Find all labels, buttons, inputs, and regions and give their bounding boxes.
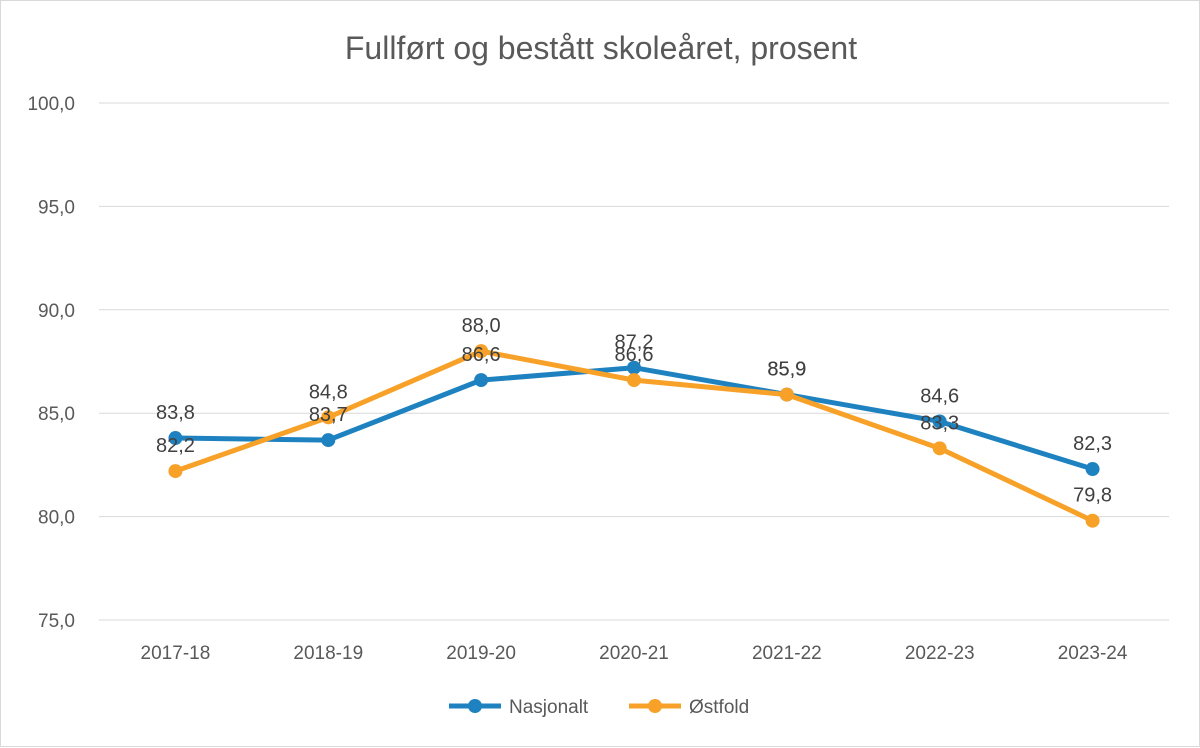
data-label: 83,7 [309,404,348,426]
data-point [474,344,489,359]
data-label: 87,2 [615,332,654,354]
data-label: 85,9 [767,359,806,381]
series-ostfold [168,344,1100,528]
data-label: 82,2 [156,435,195,457]
x-tick-label: 2021-22 [752,643,822,664]
legend-label: Nasjonalt [509,697,589,718]
x-tick-label: 2017-18 [141,643,211,664]
legend-item: Østfold [629,697,749,718]
y-axis-ticks: 75,0 80,0 85,0 90,0 95,0 100,0 [27,94,75,632]
data-point [1085,462,1100,477]
data-point [321,433,336,448]
y-tick-label: 95,0 [38,197,75,218]
data-label: 79,8 [1073,485,1112,507]
y-tick-label: 90,0 [38,301,75,322]
data-point [1085,513,1100,528]
data-point [474,373,489,388]
y-tick-label: 80,0 [38,508,75,529]
data-point [779,387,794,402]
x-tick-label: 2023-24 [1058,643,1128,664]
chart-title: Fullført og bestått skoleåret, prosent [345,30,857,66]
gridlines [99,102,1169,621]
data-label: 84,8 [309,381,348,403]
data-label: 85,9 [767,359,806,381]
x-tick-label: 2019-20 [446,643,516,664]
data-point [627,360,641,375]
y-tick-label: 85,0 [38,404,75,425]
series-layer [168,344,1100,528]
legend-label: Østfold [689,697,749,718]
data-label: 82,3 [1073,433,1112,455]
data-label: 83,8 [156,402,195,424]
y-tick-label: 75,0 [38,611,75,632]
data-label: 83,3 [920,412,959,434]
data-label: 84,6 [920,385,959,407]
data-point [627,373,641,388]
data-labels: 83,8 83,786,687,285,984,682,382,284,888,0… [156,315,1112,507]
legend-item: Nasjonalt [449,697,589,718]
data-label: 86,6 [615,344,654,366]
legend-marker [648,699,662,713]
x-tick-label: 2018-19 [293,643,363,664]
x-axis-ticks: 2017-18 2018-19 2019-20 2020-21 2021-22 2022-… [141,643,1128,664]
data-point [932,441,947,456]
x-tick-label: 2022-23 [905,643,975,664]
data-point [168,431,183,446]
legend-marker [468,699,482,713]
y-tick-label: 100,0 [27,94,75,115]
data-point [932,414,947,429]
x-tick-label: 2020-21 [599,643,669,664]
legend: Nasjonalt Østfold [449,697,749,718]
data-label: 88,0 [462,315,501,337]
data-point [321,410,336,425]
data-label: 86,6 [462,344,501,366]
data-point [168,464,183,479]
